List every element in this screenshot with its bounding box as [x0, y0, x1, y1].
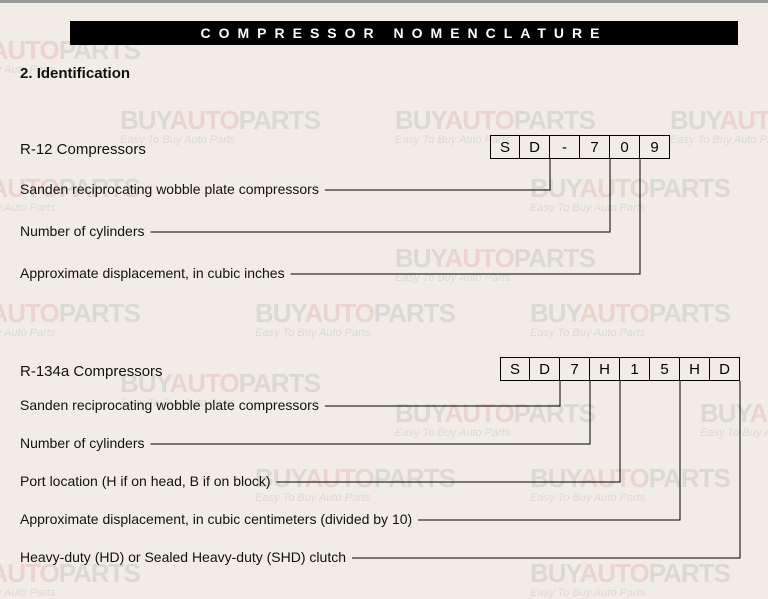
block2-code-cell-3: H: [590, 357, 620, 381]
page-header-bar: COMPRESSOR NOMENCLATURE: [70, 21, 738, 45]
block1-title: R-12 Compressors: [20, 141, 146, 158]
block2-line-4: Heavy-duty (HD) or Sealed Heavy-duty (SH…: [20, 549, 346, 565]
block1-code-cell-4: 0: [610, 135, 640, 159]
block1-code-cell-2: -: [550, 135, 580, 159]
block1-line-0: Sanden reciprocating wobble plate compre…: [20, 181, 319, 197]
block2-code-cell-2: 7: [560, 357, 590, 381]
section-heading: 2. Identification: [20, 65, 130, 82]
block1-line-1: Number of cylinders: [20, 223, 145, 239]
block2-title: R-134a Compressors: [20, 363, 163, 380]
block1-line-2: Approximate displacement, in cubic inche…: [20, 265, 285, 281]
block2-code-cell-7: D: [710, 357, 740, 381]
block1-code-row: SD-709: [490, 135, 670, 159]
watermark-layer: BUYAUTOPARTSEasy To Buy Auto Parts BUYAU…: [0, 3, 768, 593]
section-label: Identification: [37, 65, 130, 82]
block1-code-cell-3: 7: [580, 135, 610, 159]
block2-line-1: Number of cylinders: [20, 435, 145, 451]
block1-code-cell-5: 9: [640, 135, 670, 159]
block2-code-cell-5: 5: [650, 357, 680, 381]
block2-code-cell-1: D: [530, 357, 560, 381]
block2-line-3: Approximate displacement, in cubic centi…: [20, 511, 412, 527]
block2-line-0: Sanden reciprocating wobble plate compre…: [20, 397, 319, 413]
header-title: COMPRESSOR NOMENCLATURE: [201, 25, 608, 41]
block2-code-cell-6: H: [680, 357, 710, 381]
section-number: 2.: [20, 65, 33, 82]
block2-code-row: SD7H15HD: [500, 357, 740, 381]
block2-code-cell-4: 1: [620, 357, 650, 381]
block2-line-2: Port location (H if on head, B if on blo…: [20, 473, 271, 489]
block1-code-cell-0: S: [490, 135, 520, 159]
block1-code-cell-1: D: [520, 135, 550, 159]
connector-lines: [0, 3, 768, 596]
block2-code-cell-0: S: [500, 357, 530, 381]
